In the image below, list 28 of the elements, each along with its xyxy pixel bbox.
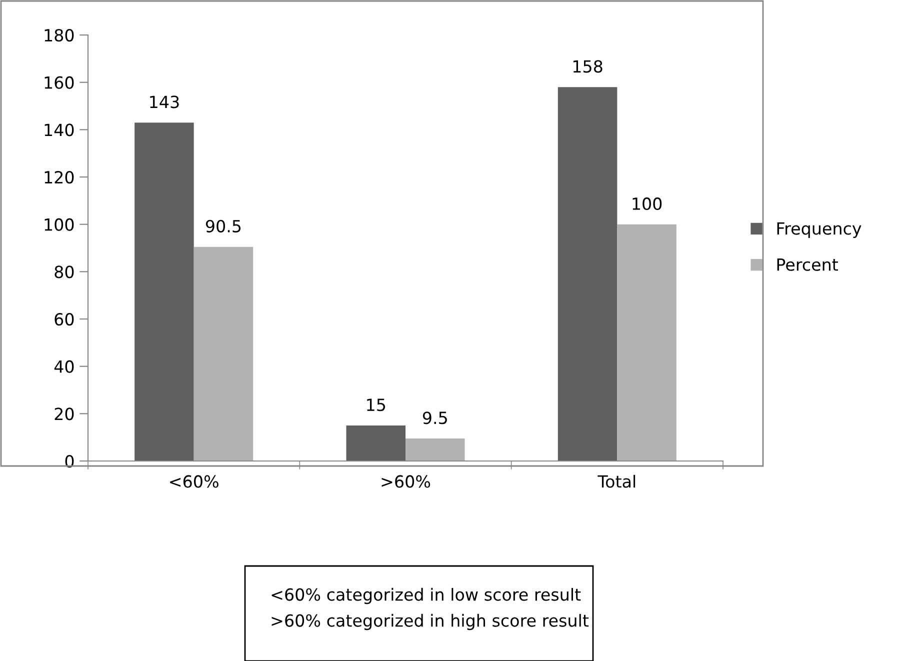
bar [346,426,406,461]
x-tick-label: >60% [382,475,430,488]
legend-label: Percent [777,258,838,271]
y-tick-label: 20 [54,408,74,420]
text: >60% categorized in high score result [272,614,589,630]
bar [194,246,254,461]
legend-label: Frequency [777,222,862,238]
data-label: 143 [150,96,179,108]
y-tick-label: 100 [44,218,74,231]
text: <60% categorized in low score result [272,588,581,604]
data-label: 9.5 [422,412,447,424]
y-tick-label: 120 [44,170,74,184]
y-tick-label: 60 [54,312,74,326]
bar [617,224,676,461]
data-label: 90.5 [206,220,241,232]
bar [406,438,465,461]
data-label: 158 [573,60,602,73]
y-tick-label: 40 [54,360,74,373]
x-tick-label: <60% [170,475,218,488]
x-tick-label: Total [598,474,636,488]
data-label: 100 [632,197,662,210]
y-tick-label: 140 [44,124,74,136]
data-label: 15 [367,398,386,412]
bar [558,87,618,461]
y-tick-label: 180 [44,28,74,42]
y-tick-label: 160 [44,76,74,89]
y-tick-label: 80 [54,266,74,278]
bar [134,122,194,461]
